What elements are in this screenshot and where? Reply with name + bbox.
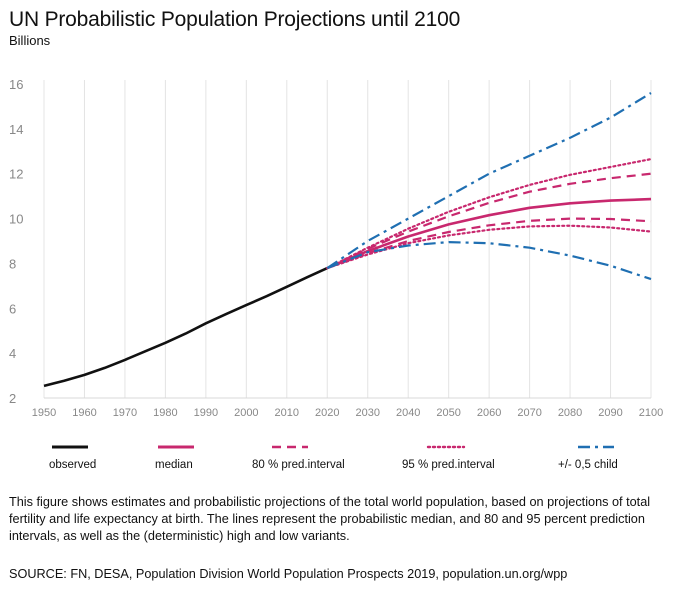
x-tick-label: 1960 (72, 407, 96, 419)
x-tick-label: 1950 (32, 407, 56, 419)
legend-label: 80 % pred.interval (252, 459, 345, 471)
series-line-6 (326, 92, 652, 270)
x-tick-label: 2090 (598, 407, 622, 419)
legend-label: +/- 0,5 child (558, 459, 618, 471)
x-tick-label: 2010 (275, 407, 299, 419)
x-axis-ticks: 1950 1960 1970 1980 1990 2000 2010 2020 2030 2040… (32, 407, 663, 419)
y-tick-label: 2 (9, 391, 16, 406)
legend-label: observed (49, 459, 96, 471)
x-tick-label: 1990 (194, 407, 218, 419)
series-line-0 (43, 266, 328, 388)
x-tick-label: 2060 (477, 407, 501, 419)
figure-caption: This figure shows estimates and probabil… (9, 495, 651, 543)
y-tick-label: 8 (9, 256, 16, 271)
y-axis-ticks: 2 4 6 8 10 12 14 16 (9, 77, 23, 406)
chart-subtitle: Billions (9, 33, 51, 48)
x-tick-label: 1980 (153, 407, 177, 419)
x-tick-label: 1970 (113, 407, 137, 419)
chart-series (43, 92, 653, 388)
population-chart: 2 4 6 8 10 12 14 16 1950 1960 1970 1980 1990 2000 201… (9, 77, 663, 471)
legend-label: 95 % pred.interval (402, 459, 495, 471)
y-tick-label: 4 (9, 346, 16, 361)
series-line-7 (326, 241, 652, 281)
x-tick-label: 2030 (355, 407, 379, 419)
y-tick-label: 16 (9, 77, 23, 92)
series-line-1 (326, 197, 652, 270)
source-note: SOURCE: FN, DESA, Population Division Wo… (9, 567, 568, 581)
x-tick-label: 2020 (315, 407, 339, 419)
y-tick-label: 14 (9, 122, 23, 137)
y-tick-label: 6 (9, 301, 16, 316)
x-tick-label: 2100 (639, 407, 663, 419)
chart-grid (43, 80, 652, 399)
series-line-4 (326, 158, 653, 270)
series-line-2 (326, 172, 652, 270)
x-tick-label: 2000 (234, 407, 258, 419)
chart-legend: observed median 80 % pred.interval 95 % pre… (49, 445, 618, 471)
series-line-3 (326, 217, 652, 270)
x-tick-label: 2070 (517, 407, 541, 419)
chart-title: UN Probabilistic Population Projections … (9, 8, 461, 31)
x-tick-label: 2050 (436, 407, 460, 419)
x-tick-label: 2040 (396, 407, 420, 419)
legend-label: median (155, 459, 193, 471)
y-tick-label: 10 (9, 212, 23, 227)
y-tick-label: 12 (9, 167, 23, 182)
x-tick-label: 2080 (558, 407, 582, 419)
